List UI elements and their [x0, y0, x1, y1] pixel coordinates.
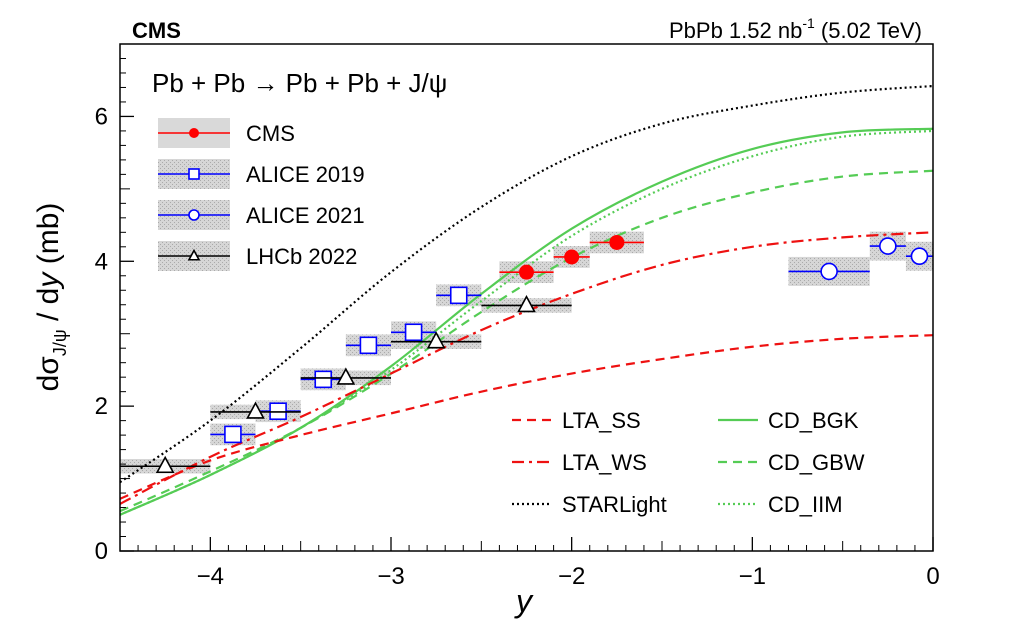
legend-models: LTA_SS LTA_WS STARLight CD_BGK CD_GBW CD_IIM	[512, 408, 865, 517]
y-ticks: 0 2 4 6	[95, 43, 134, 565]
data-point-lhcb-2022	[517, 294, 536, 313]
legend-label-alice-2021: ALICE 2021	[246, 203, 365, 228]
x-ticks: −4 −3 −2 −1 0	[119, 537, 940, 590]
luminosity-tail: (5.02 TeV)	[815, 18, 922, 43]
x-tick-label: −3	[377, 563, 404, 590]
y-axis-label: dσJ/ψ / dy (mb)	[32, 203, 70, 392]
legend-label-starlight: STARLight	[562, 492, 667, 517]
data-point-alice-2021	[879, 237, 897, 255]
process-label: Pb + Pb → Pb + Pb + J/ψ	[152, 68, 447, 98]
legend-label-lhcb-2022: LHCb 2022	[246, 244, 357, 269]
legend-label-cd-iim: CD_IIM	[768, 492, 843, 517]
y-label-ital: y	[32, 271, 65, 290]
y-label-unit: (mb)	[32, 203, 65, 273]
x-tick-label: −2	[558, 563, 585, 590]
x-tick-label: −4	[197, 563, 224, 590]
data-point-alice-2019	[359, 336, 378, 355]
model-curve-cd-gbw	[119, 169, 934, 513]
y-label-post: / d	[32, 288, 65, 330]
y-tick-label: 0	[95, 538, 108, 565]
x-tick-label: 0	[926, 563, 939, 590]
cms-label: CMS	[132, 18, 181, 43]
x-axis-label: y	[514, 583, 534, 619]
model-curve-lta-ws	[119, 231, 934, 505]
legend-label-alice-2019: ALICE 2019	[246, 162, 365, 187]
data-point-alice-2019	[224, 425, 242, 444]
luminosity-label: PbPb 1.52 nb-1 (5.02 TeV)	[669, 15, 922, 43]
x-tick-label: −1	[739, 563, 766, 590]
data-point-lhcb-2022	[426, 331, 446, 349]
legend-label-cd-bgk: CD_BGK	[768, 408, 859, 433]
data-point-alice-2019	[449, 286, 468, 305]
y-label-sub: J/ψ	[50, 329, 70, 356]
luminosity-sup: -1	[802, 15, 815, 31]
data-point-alice-2019	[404, 323, 423, 342]
legend-marker-lhcb-2022	[187, 248, 201, 261]
data-point-cms	[519, 264, 534, 280]
plot-frame	[119, 43, 934, 552]
data-point-lhcb-2022	[155, 455, 175, 474]
legend-label-cms: CMS	[246, 121, 295, 146]
legend-label-lta-ss: LTA_SS	[562, 408, 641, 433]
y-tick-label: 4	[95, 248, 108, 275]
legend-marker-cms	[189, 128, 199, 138]
data-point-lhcb-2022	[336, 367, 356, 385]
data-point-lhcb-2022	[246, 401, 265, 419]
data-points-layer	[120, 234, 933, 474]
data-point-alice-2019	[314, 370, 333, 389]
legend-points: CMS ALICE 2019 ALICE 2021 LHCb 2022	[158, 118, 365, 271]
data-point-alice-2021	[820, 262, 838, 281]
legend-marker-alice-2019	[188, 168, 200, 180]
data-point-cms	[564, 249, 580, 265]
legend-label-lta-ws: LTA_WS	[562, 450, 647, 475]
model-curves-layer	[119, 84, 934, 516]
y-tick-label: 2	[95, 393, 108, 420]
y-tick-label: 6	[95, 103, 108, 130]
model-curve-lta-ss	[119, 334, 934, 500]
legend-marker-alice-2021	[188, 209, 200, 221]
luminosity-main: PbPb 1.52 nb	[669, 18, 802, 43]
y-label-pre: dσ	[32, 356, 65, 392]
model-curve-cd-bgk	[119, 127, 934, 516]
data-point-cms	[609, 234, 625, 250]
legend-label-cd-gbw: CD_GBW	[768, 450, 865, 475]
data-point-alice-2021	[910, 247, 929, 266]
